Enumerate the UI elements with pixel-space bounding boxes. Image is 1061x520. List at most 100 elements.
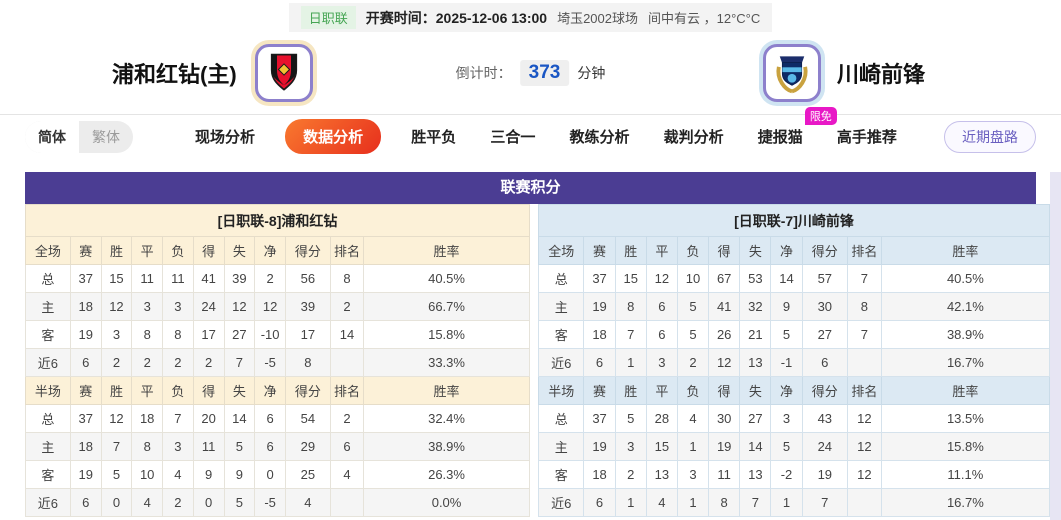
row-label: 总 <box>537 404 585 433</box>
row-label: 客 <box>25 460 71 489</box>
stat-cell: 37 <box>69 264 102 293</box>
column-header-cell: 排名 <box>847 236 882 265</box>
column-header-cell: 胜率 <box>363 376 530 405</box>
stat-cell: 15 <box>614 264 647 293</box>
stat-cell: 4 <box>329 460 365 489</box>
stat-cell: 57 <box>801 264 849 293</box>
stat-cell: 7 <box>100 432 133 461</box>
column-header-cell: 净 <box>770 236 803 265</box>
stat-cell: 8 <box>131 432 164 461</box>
table-row: 主 18 12 3 3 24 12 12 39 2 66.7% <box>25 292 530 321</box>
stat-cell: 4 <box>162 460 194 489</box>
row-label: 总 <box>537 264 585 293</box>
stat-cell: 8 <box>162 320 194 349</box>
tab-win-draw-lose[interactable]: 胜平负 <box>411 129 457 146</box>
row-label: 主 <box>25 432 71 461</box>
stat-cell: 8 <box>708 488 741 517</box>
stat-cell: 15 <box>100 264 133 293</box>
stat-cell: 2 <box>676 348 710 377</box>
venue-label: 埼玉2002球场 <box>557 11 638 26</box>
lang-simplified-button[interactable]: 简体 <box>25 120 79 153</box>
column-header-cell: 胜 <box>100 236 133 265</box>
stat-cell: 20 <box>192 404 225 433</box>
stat-cell: 5 <box>676 292 710 321</box>
away-full-header-row: 全场赛胜平负得失净得分 排名 胜率 <box>537 236 1051 265</box>
stat-cell <box>847 348 882 377</box>
stat-cell: 17 <box>192 320 225 349</box>
stat-cell: 7 <box>162 404 194 433</box>
tab-live-analysis[interactable]: 现场分析 <box>195 129 256 146</box>
tab-coach-analysis[interactable]: 教练分析 <box>569 129 630 146</box>
tab-data-analysis[interactable]: 数据分析 <box>285 119 382 154</box>
stat-cell: 14 <box>770 264 803 293</box>
column-header-cell: 得 <box>192 236 225 265</box>
column-header-cell: 得 <box>192 376 225 405</box>
stat-cell: 2 <box>131 348 164 377</box>
stat-cell: 25 <box>284 460 331 489</box>
column-header-cell: 全场 <box>537 236 585 265</box>
row-label: 近6 <box>537 348 585 377</box>
stat-cell: 2 <box>162 348 194 377</box>
stat-cell: 19 <box>69 320 102 349</box>
stat-cell: 12 <box>645 264 678 293</box>
tab-expert-picks[interactable]: 高手推荐 <box>836 129 897 146</box>
stat-cell: 3 <box>162 432 194 461</box>
stat-cell: 8 <box>284 348 331 377</box>
column-header-cell: 赛 <box>69 376 102 405</box>
stat-cell: 38.9% <box>363 432 530 461</box>
column-header-cell: 胜率 <box>363 236 530 265</box>
stat-cell: 27 <box>739 404 772 433</box>
stat-cell: 32.4% <box>363 404 530 433</box>
stat-cell: 9 <box>223 460 256 489</box>
stat-cell: 3 <box>100 320 133 349</box>
weather-label: 间中有云 ，12°C°C <box>648 11 761 26</box>
stat-cell: 10 <box>131 460 164 489</box>
stat-cell: 0 <box>192 488 225 517</box>
stat-cell: 11.1% <box>880 460 1051 489</box>
recent-odds-button[interactable]: 近期盘路 <box>944 120 1036 153</box>
stat-cell: 32 <box>739 292 772 321</box>
tab-jiebao-cat[interactable]: 捷报猫 限免 <box>754 107 837 153</box>
table-row: 主 19 8 6 5 41 32 9 30 8 42.1% <box>537 292 1051 321</box>
stat-cell: 16.7% <box>880 488 1051 517</box>
home-full-header-row: 全场赛胜平负得失净得分 排名 胜率 <box>25 236 530 265</box>
stat-cell: 26 <box>708 320 741 349</box>
table-row: 总 37 12 18 7 20 14 6 54 2 32.4% <box>25 404 530 433</box>
stat-cell: 6 <box>801 348 849 377</box>
stat-cell: 12 <box>100 404 133 433</box>
stat-cell: 6 <box>329 432 365 461</box>
column-header-cell: 平 <box>131 236 164 265</box>
stat-cell: -1 <box>770 348 803 377</box>
away-crest-icon <box>771 51 813 95</box>
stat-cell: 30 <box>708 404 741 433</box>
stat-cell: 39 <box>223 264 256 293</box>
tab-three-in-one[interactable]: 三合一 <box>490 129 536 146</box>
stat-cell: 7 <box>739 488 772 517</box>
lang-traditional-button[interactable]: 繁体 <box>92 128 120 145</box>
stat-cell: 6 <box>69 488 102 517</box>
stat-cell: 9 <box>192 460 225 489</box>
table-row: 客 19 5 10 4 9 9 0 25 4 26.3% <box>25 460 530 489</box>
stat-cell: 27 <box>223 320 256 349</box>
stat-cell: 7 <box>801 488 849 517</box>
column-header-cell: 失 <box>223 236 256 265</box>
tab-referee-analysis[interactable]: 裁判分析 <box>663 129 724 146</box>
stat-cell: 14 <box>223 404 256 433</box>
limited-free-badge: 限免 <box>804 107 837 125</box>
table-row: 近6 6 2 2 2 2 7 -5 8 33.3% <box>25 348 530 377</box>
stat-cell: 40.5% <box>363 264 530 293</box>
stat-cell: 53 <box>739 264 772 293</box>
column-header-cell: 得分 <box>284 376 331 405</box>
stat-cell: 66.7% <box>363 292 530 321</box>
stat-cell: 38.9% <box>880 320 1051 349</box>
column-header-cell: 得 <box>708 236 741 265</box>
row-label: 主 <box>537 432 585 461</box>
column-header-cell: 得分 <box>801 376 849 405</box>
stat-cell: 13 <box>739 460 772 489</box>
stat-cell: 29 <box>284 432 331 461</box>
column-header-cell: 平 <box>645 236 678 265</box>
column-header-cell: 全场 <box>25 236 71 265</box>
stat-cell: 14 <box>329 320 365 349</box>
right-edge-strip <box>1050 172 1061 520</box>
column-header-cell: 负 <box>676 236 710 265</box>
